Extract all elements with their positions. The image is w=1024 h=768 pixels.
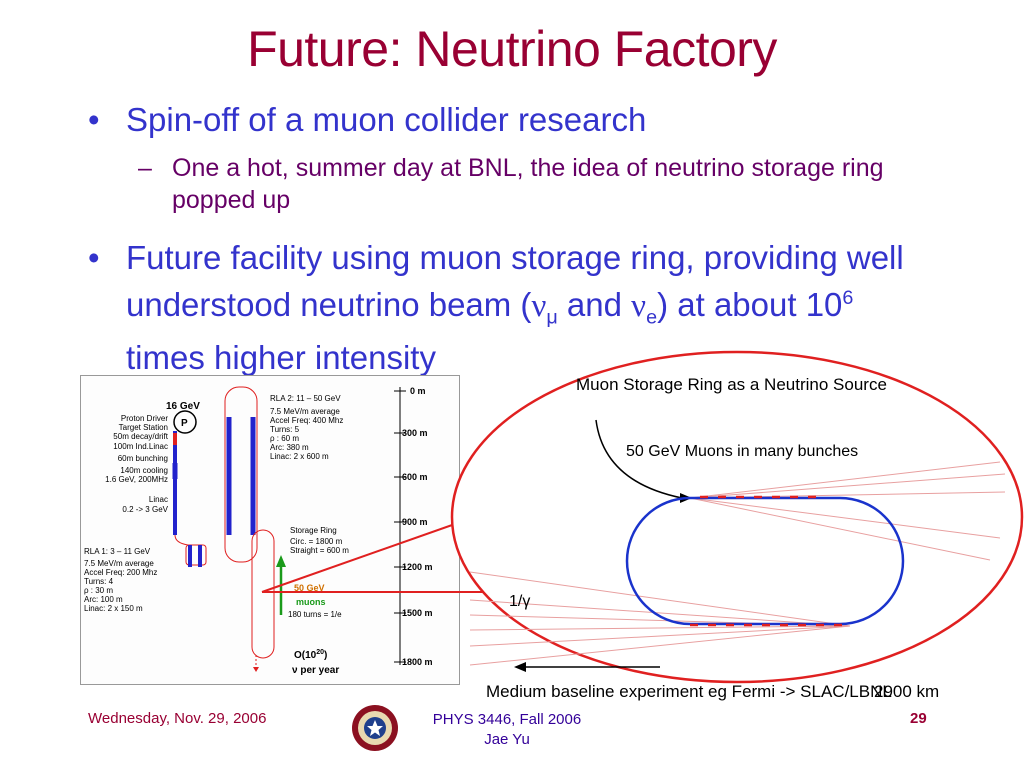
- storage-ring-circ: Circ. = 1800 m: [290, 537, 343, 546]
- muon-energy: 50 GeV: [294, 583, 325, 593]
- page-number: 29: [910, 710, 927, 727]
- e-subscript: e: [646, 306, 658, 329]
- ring-illustration-title: Muon Storage Ring as a Neutrino Source: [576, 375, 887, 394]
- sub-bullet-marker: –: [138, 154, 152, 182]
- p-label: P: [181, 418, 188, 429]
- baseline-distance: 2900 km: [874, 682, 939, 701]
- baseline-label: Medium baseline experiment eg Fermi -> S…: [486, 682, 892, 701]
- bullet-marker: •: [88, 239, 100, 276]
- scale-label-900: 900 m: [402, 517, 428, 527]
- neutrino-rate-unit: ν per year: [292, 665, 339, 676]
- rla1-gradient: 7.5 MeV/m average: [84, 559, 154, 568]
- rla1-linac: Linac: 2 x 150 m: [84, 604, 143, 613]
- rla2-gradient: 7.5 MeV/m average: [270, 407, 340, 416]
- course-name: PHYS 3446, Fall 2006: [432, 711, 582, 728]
- injection-arrow: [680, 493, 692, 503]
- rla1-rho: ρ : 30 m: [84, 586, 113, 595]
- rla2-arc: Arc: 380 m: [270, 443, 309, 452]
- scale-label-1200: 1200 m: [402, 562, 433, 572]
- rla2-turns: Turns: 5: [270, 425, 300, 434]
- slide-title: Future: Neutrino Factory: [247, 21, 777, 77]
- rla2-rho: ρ : 60 m: [270, 434, 299, 443]
- rla2-racetrack: [224, 386, 258, 563]
- scale-label-600: 600 m: [402, 472, 428, 482]
- opening-angle-label: 1/γ: [509, 593, 530, 610]
- bullet-1-text: Spin-off of a muon collider research: [126, 101, 647, 138]
- scale-label-1500: 1500 m: [402, 608, 433, 618]
- neutrino-rate: O(1020): [294, 649, 327, 661]
- muon-bunches-label: 50 GeV Muons in many bunches: [626, 443, 858, 460]
- neutrino-rays-lower: [469, 571, 851, 666]
- rla1-arc: Arc: 100 m: [84, 595, 123, 604]
- footer-date: Wednesday, Nov. 29, 2006: [88, 710, 267, 727]
- nu-symbol: ν: [531, 288, 547, 324]
- university-seal-logo: [352, 705, 398, 751]
- bullet-marker: •: [88, 101, 100, 138]
- storage-ring-straight: Straight = 600 m: [290, 546, 349, 555]
- proton-ring: [173, 410, 197, 434]
- nu-symbol: ν: [631, 288, 647, 324]
- muon-turns: 180 turns = 1/e: [288, 610, 342, 619]
- muon-storage-ring: [625, 496, 905, 626]
- bunching-label: 60m bunching: [118, 454, 168, 463]
- bullet-2-text-mid: ) at about 10: [657, 286, 843, 323]
- baseline-arrow-head: [514, 662, 526, 672]
- author-name: Jae Yu: [484, 731, 530, 748]
- rla2-title: RLA 2: 11 – 50 GeV: [270, 394, 341, 403]
- cooling-energy-label: 1.6 GeV, 200MHz: [105, 475, 168, 484]
- bullet-2-text-post: times higher intensity: [126, 338, 436, 376]
- decay-drift-label: 50m decay/drift: [113, 432, 168, 441]
- linac-energy-label: 0.2 -> 3 GeV: [122, 505, 168, 514]
- neutrino-rays-upper: [689, 461, 1006, 561]
- rla1-racetrack: [185, 544, 207, 566]
- sub-bullet-1-text: One a hot, summer day at BNL, the idea o…: [172, 154, 884, 214]
- mu-subscript: μ: [546, 306, 558, 329]
- bullet-2-text-pre: Future facility using muon storage ring,…: [126, 239, 904, 323]
- scale-label-0: 0 m: [410, 386, 426, 396]
- scale-label-300: 300 m: [402, 428, 428, 438]
- scale-label-1800: 1800 m: [402, 657, 433, 667]
- rla1-freq: Accel Freq: 200 Mhz: [84, 568, 157, 577]
- bullet-2-text: Future facility using muon storage ring,…: [126, 238, 926, 378]
- cooling-label: 140m cooling: [120, 466, 168, 475]
- zoom-ellipse: [450, 350, 1024, 684]
- rla2-linac: Linac: 2 x 600 m: [270, 452, 329, 461]
- neutrino-arrow: [253, 667, 259, 672]
- exponent: 6: [842, 287, 854, 309]
- ind-linac-label: 100m Ind.Linac: [113, 442, 168, 451]
- rla2-freq: Accel Freq: 400 Mhz: [270, 416, 343, 425]
- factory-layout-diagram: 0 m 300 m 600 m 900 m 1200 m 1500 m 1800…: [80, 375, 460, 685]
- storage-ring-title: Storage Ring: [290, 526, 337, 535]
- muons-label: muons: [296, 597, 326, 607]
- bullet-2-and: and: [557, 286, 632, 323]
- proton-driver-label: Proton Driver: [121, 414, 168, 423]
- energy-16gev: 16 GeV: [166, 401, 200, 412]
- target-station-label: Target Station: [119, 423, 168, 432]
- footer-course: PHYS 3446, Fall 2006 Jae Yu: [432, 710, 582, 750]
- linac-label: Linac: [149, 495, 168, 504]
- rla1-title: RLA 1: 3 – 11 GeV: [84, 547, 151, 556]
- injection-line: [595, 419, 683, 499]
- rla1-turns: Turns: 4: [84, 577, 114, 586]
